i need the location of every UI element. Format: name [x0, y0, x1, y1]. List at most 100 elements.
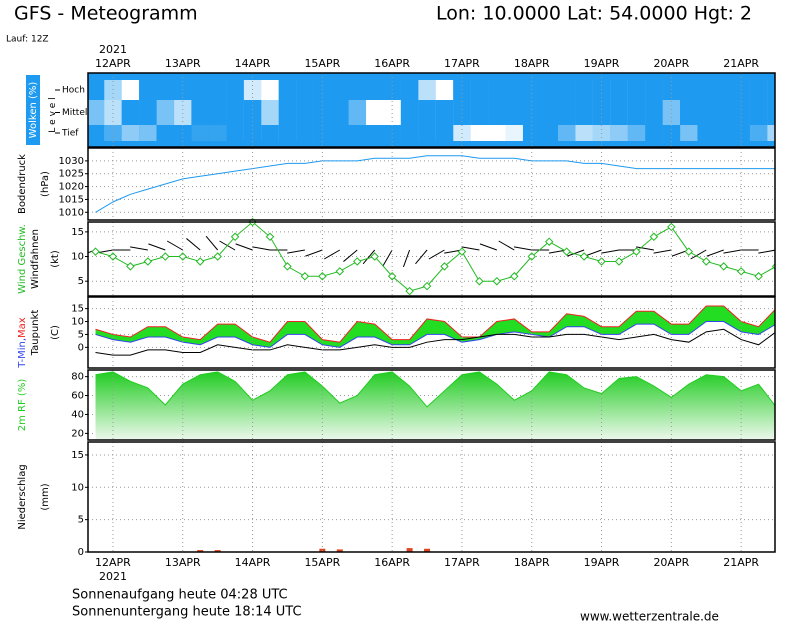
wind-marker	[370, 252, 379, 261]
level-label: Mittel	[62, 108, 87, 118]
label-part: Wind Geschw.	[17, 224, 28, 294]
label-part: (mm)	[40, 483, 51, 510]
sunrise: Sonnenaufgang heute 04:28 UTC	[72, 588, 288, 603]
unit: (C)	[50, 325, 61, 340]
cloud-cell	[121, 125, 140, 141]
cloud-cell	[208, 100, 227, 125]
y-tick-label: 5	[78, 329, 84, 340]
cloud-cell	[313, 100, 332, 125]
date-label-top: 19APR	[584, 57, 620, 70]
cloud-cell	[680, 100, 698, 125]
cloud-cell	[261, 80, 279, 100]
date-label-bottom: 17APR	[444, 556, 480, 569]
wind-marker	[335, 267, 345, 276]
cloud-cell	[575, 125, 593, 141]
cloud-cell	[470, 80, 489, 100]
cloud-cell	[88, 100, 105, 125]
cloud-cell	[88, 80, 105, 100]
cloud-cell	[488, 125, 506, 141]
ylabel: Wind Geschw.	[17, 224, 28, 294]
cloud-cell	[400, 100, 419, 125]
website: www.wetterzentrale.de	[580, 610, 719, 624]
cloud-cell	[488, 80, 506, 100]
cloud-cell	[278, 100, 297, 125]
cloud-cell	[557, 100, 576, 125]
wind-marker	[405, 286, 414, 296]
date-label-top: 20APR	[653, 57, 689, 70]
label-part: T-Min,	[17, 338, 28, 369]
date-label-top: 12APR	[95, 57, 131, 70]
label-part: Wolken (%)	[28, 82, 39, 139]
y-tick-label: 15	[71, 227, 84, 238]
y-tick-label: 1020	[59, 182, 84, 193]
wind-marker	[143, 257, 153, 266]
wind-marker	[492, 276, 502, 286]
cloud-cell	[540, 125, 558, 141]
y-tick-label: 80	[71, 372, 84, 383]
panel-frame	[87, 221, 776, 297]
cloud-cell	[435, 125, 454, 141]
wind-barb	[653, 249, 672, 254]
plots	[88, 73, 775, 553]
wind-marker	[736, 267, 746, 276]
cloud-cell	[697, 125, 716, 141]
cloud-cell	[627, 125, 646, 141]
cloud-cell	[436, 80, 454, 100]
wind-barb	[479, 243, 498, 251]
wind-marker	[318, 272, 327, 281]
cloud-cell	[122, 80, 140, 100]
cloud-cell	[243, 100, 262, 125]
date-label-top: 21APR	[723, 57, 759, 70]
wind-barb	[567, 249, 585, 257]
cloud-cell	[749, 100, 768, 125]
cloud-cell	[557, 125, 576, 141]
label-part: Max	[17, 317, 28, 338]
date-label-bottom: 15APR	[304, 556, 340, 569]
ylabel: T-Min,Max	[17, 317, 28, 368]
humidity-line	[95, 371, 775, 408]
cloud-cell	[278, 125, 297, 141]
cloud-cell	[505, 80, 524, 100]
y-tick-label: 10	[71, 482, 84, 493]
wind-marker	[579, 252, 589, 261]
unit: (kt)	[50, 250, 61, 268]
ylabel: Wolken (%)	[28, 82, 39, 139]
y-tick-label: 15	[71, 304, 84, 315]
cloud-cell	[645, 100, 663, 125]
cloud-cell	[139, 125, 157, 141]
wind-marker	[719, 262, 728, 271]
sunset: Sonnenuntergang heute 18:14 UTC	[72, 605, 302, 620]
wind-barb	[235, 243, 253, 251]
ylabel: Bodendruck	[17, 154, 28, 214]
date-label-bottom: 13APR	[165, 556, 201, 569]
y-tick-label: 60	[71, 391, 84, 402]
precip-bar	[336, 549, 343, 552]
wind-marker	[475, 276, 484, 286]
pressure-line	[95, 155, 775, 213]
wind-barb	[402, 249, 411, 268]
wind-barb	[690, 249, 707, 260]
wind-marker	[178, 252, 187, 261]
location: Lon: 10.0000 Lat: 54.0000 Hgt: 2	[436, 3, 752, 25]
wind-marker	[283, 262, 292, 271]
panel-frame	[87, 147, 776, 221]
cloud-cell	[296, 80, 314, 100]
cloud-cell	[697, 80, 716, 100]
wind-barb	[205, 235, 219, 251]
date-label-bottom: 14APR	[235, 556, 271, 569]
label-part: (kt)	[50, 250, 61, 268]
label-part: Taupunkt	[30, 310, 41, 357]
cloud-cell	[366, 100, 384, 125]
ylabel: Niederschlag	[17, 464, 28, 529]
date-label-bottom: 21APR	[723, 556, 759, 569]
cloud-cell	[156, 100, 175, 125]
cloud-cell	[348, 100, 367, 125]
wind-barb	[186, 238, 201, 251]
wind-marker	[632, 247, 641, 256]
cloud-cell	[156, 125, 175, 141]
wind-barb	[287, 249, 305, 254]
cloud-cell	[226, 125, 244, 141]
label-part: 2m RF (%)	[17, 379, 28, 432]
cloud-cell	[749, 125, 768, 141]
